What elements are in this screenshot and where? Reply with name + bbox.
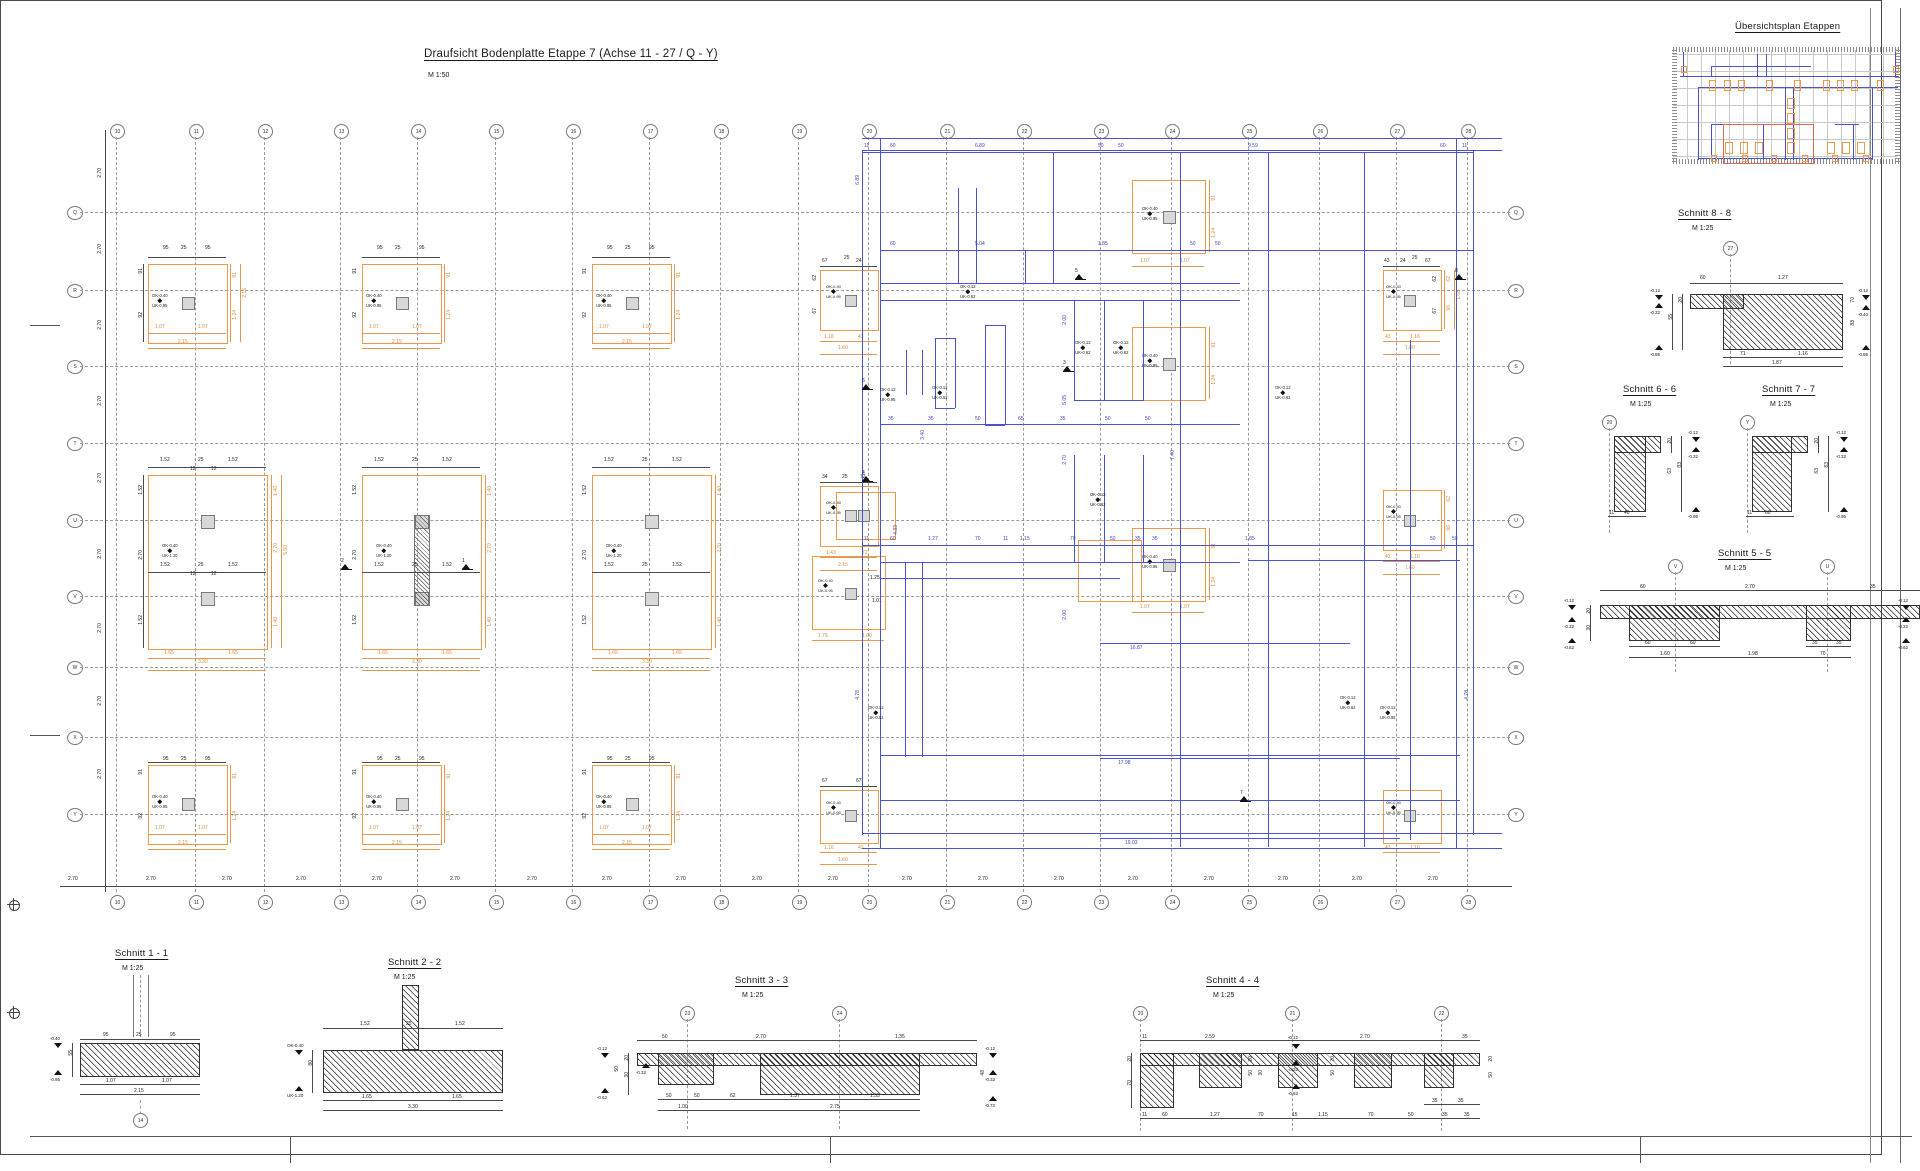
overview-plan-title: Übersichtsplan Etappen — [1735, 21, 1841, 32]
overview-plan[interactable] — [1667, 40, 1902, 170]
footing-square — [592, 264, 672, 344]
column — [182, 297, 195, 310]
overview-edge-bottom — [1673, 159, 1899, 164]
left-dim-line — [105, 130, 106, 892]
frame-tick — [30, 325, 60, 326]
sheet-border-inner — [1900, 8, 1901, 1163]
footing-rect — [592, 475, 712, 650]
footing-edge — [1383, 270, 1442, 331]
footing-rect — [362, 475, 482, 650]
footing-edge — [1383, 790, 1442, 844]
wall-strip — [414, 515, 430, 606]
column — [845, 588, 857, 600]
overview-edge-top — [1673, 47, 1899, 52]
wall-line — [862, 848, 1502, 850]
cut-marker-1[interactable]: 1 — [462, 558, 473, 571]
wall-line — [1473, 150, 1475, 835]
column — [845, 295, 857, 307]
footing-square — [1132, 180, 1206, 254]
overview-edge-right — [1895, 50, 1900, 162]
wall-line — [862, 150, 1502, 152]
column — [396, 798, 409, 811]
column — [201, 515, 215, 529]
bottom-dim-line — [60, 886, 1512, 887]
footing-square — [1132, 327, 1206, 401]
wall-line — [862, 833, 1502, 835]
cut-marker-3[interactable]: 3 — [1063, 360, 1074, 373]
footing-edge — [820, 270, 879, 331]
footing-rect — [148, 475, 268, 650]
registration-mark — [7, 898, 20, 911]
footing-rect-small — [1078, 540, 1142, 602]
cut-marker-2[interactable]: 2 — [341, 558, 352, 571]
column — [182, 798, 195, 811]
footing-square — [362, 765, 442, 845]
column — [1163, 358, 1176, 371]
footing-rect-small — [836, 492, 896, 540]
cut-marker-5[interactable]: 5 — [1075, 268, 1086, 281]
frame-tick — [1640, 1136, 1641, 1163]
column — [645, 592, 659, 606]
footing-square — [592, 765, 672, 845]
frame-tick — [290, 1136, 291, 1163]
footing-edge — [820, 790, 879, 844]
column — [1163, 559, 1176, 572]
column — [645, 515, 659, 529]
footing-square — [362, 264, 442, 344]
registration-mark — [7, 1006, 20, 1019]
footing-square — [148, 765, 228, 845]
cut-marker-4[interactable]: 4 — [862, 470, 873, 483]
cut-marker-8[interactable]: 8 — [1455, 268, 1466, 281]
overview-current-stage-highlight — [1723, 124, 1814, 164]
wall-line — [862, 150, 864, 835]
wall-line — [880, 138, 882, 848]
footing-square — [812, 556, 886, 630]
column — [1163, 211, 1176, 224]
column — [201, 592, 215, 606]
column — [858, 510, 870, 522]
cut-marker-7[interactable]: 7 — [1240, 790, 1251, 803]
column — [1404, 295, 1416, 307]
main-plan-title: Draufsicht Bodenplatte Etappe 7 (Achse 1… — [424, 48, 718, 60]
main-plan-scale: M 1:50 — [428, 72, 450, 79]
column — [845, 510, 857, 522]
footing-square — [1132, 528, 1206, 602]
sheet-border — [0, 0, 1882, 1155]
cut-marker-6[interactable]: 6 — [862, 378, 873, 391]
frame-tick — [30, 1136, 1912, 1137]
frame-tick — [30, 735, 60, 736]
footing-square — [148, 264, 228, 344]
overview-edge-left — [1672, 50, 1677, 162]
footing-edge — [820, 486, 879, 547]
column — [845, 810, 857, 822]
column — [396, 297, 409, 310]
wall-line — [862, 138, 1502, 140]
footing-edge — [1383, 490, 1442, 551]
column — [626, 798, 639, 811]
frame-tick — [830, 1136, 831, 1163]
frame-tick — [1870, 8, 1871, 1163]
column — [626, 297, 639, 310]
wall-line — [1456, 138, 1458, 848]
